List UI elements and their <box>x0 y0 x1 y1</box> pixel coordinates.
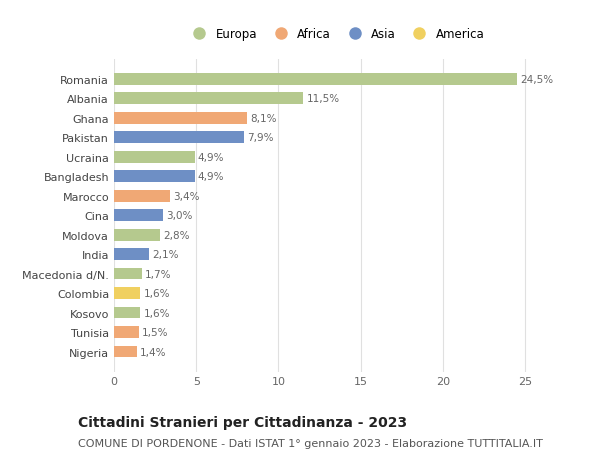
Bar <box>114 307 140 319</box>
Text: 8,1%: 8,1% <box>250 113 277 123</box>
Bar <box>114 113 247 124</box>
Bar <box>114 132 244 144</box>
Bar <box>114 230 160 241</box>
Text: 4,9%: 4,9% <box>198 172 224 182</box>
Bar <box>114 190 170 202</box>
Text: 1,6%: 1,6% <box>143 308 170 318</box>
Text: 4,9%: 4,9% <box>198 152 224 162</box>
Bar <box>114 171 194 183</box>
Text: 3,0%: 3,0% <box>167 211 193 221</box>
Legend: Europa, Africa, Asia, America: Europa, Africa, Asia, America <box>187 28 485 41</box>
Text: 2,8%: 2,8% <box>163 230 190 240</box>
Bar <box>114 268 142 280</box>
Text: 11,5%: 11,5% <box>307 94 340 104</box>
Bar <box>114 326 139 338</box>
Bar <box>114 288 140 299</box>
Bar <box>114 151 194 163</box>
Bar <box>114 93 303 105</box>
Bar <box>114 74 517 85</box>
Text: 24,5%: 24,5% <box>520 75 553 84</box>
Text: 1,4%: 1,4% <box>140 347 167 357</box>
Text: 3,4%: 3,4% <box>173 191 200 202</box>
Text: 1,5%: 1,5% <box>142 327 169 337</box>
Text: 1,6%: 1,6% <box>143 288 170 298</box>
Text: 2,1%: 2,1% <box>152 250 178 260</box>
Bar <box>114 346 137 358</box>
Bar <box>114 249 149 260</box>
Text: 1,7%: 1,7% <box>145 269 172 279</box>
Bar <box>114 210 163 222</box>
Text: 7,9%: 7,9% <box>247 133 274 143</box>
Text: COMUNE DI PORDENONE - Dati ISTAT 1° gennaio 2023 - Elaborazione TUTTITALIA.IT: COMUNE DI PORDENONE - Dati ISTAT 1° genn… <box>78 438 543 448</box>
Text: Cittadini Stranieri per Cittadinanza - 2023: Cittadini Stranieri per Cittadinanza - 2… <box>78 415 407 429</box>
